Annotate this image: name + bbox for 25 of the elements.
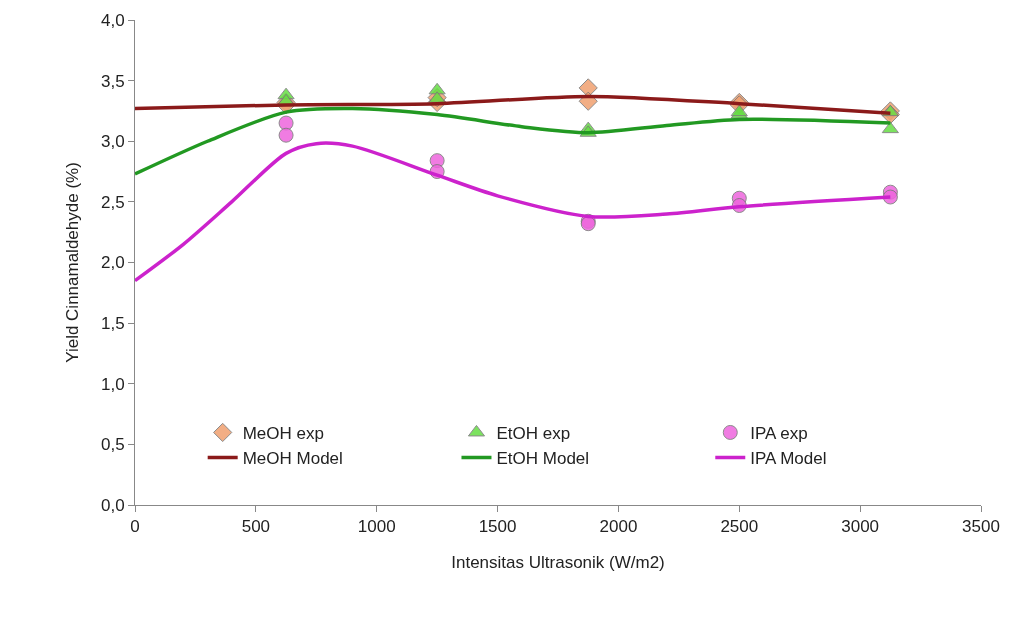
legend-label: MeOH exp: [242, 424, 324, 444]
x-tick-label: 3500: [962, 517, 1000, 537]
y-tick-label: 2,5: [100, 192, 125, 212]
x-tick-label: 1000: [357, 517, 396, 537]
y-tick-label: 3,0: [100, 132, 125, 152]
x-tick-label: 2500: [720, 517, 759, 537]
x-tick-label: 0: [130, 517, 140, 537]
x-axis-title: Intensitas Ultrasonik (W/m2): [451, 552, 665, 572]
legend-label: EtOH Model: [496, 449, 590, 469]
y-tick-label: 2,0: [100, 253, 125, 273]
x-tick-label: 3000: [841, 517, 880, 537]
legend-label: MeOH Model: [242, 449, 343, 469]
y-axis-title: Yield Cinnamaldehyde (%): [62, 162, 82, 363]
x-tick-label: 500: [241, 517, 271, 537]
x-tick-label: 2000: [599, 517, 638, 537]
y-tick-label: 0,5: [100, 435, 125, 455]
y-tick-label: 3,5: [100, 71, 125, 91]
legend-label: IPA exp: [750, 424, 808, 444]
legend-label: IPA Model: [750, 449, 827, 469]
y-tick-label: 1,0: [100, 374, 125, 394]
y-tick-label: 1,5: [100, 314, 125, 334]
y-tick-label: 4,0: [100, 10, 125, 30]
x-tick-label: 1500: [478, 517, 517, 537]
y-tick-label: 0,0: [100, 495, 125, 515]
legend-label: EtOH exp: [496, 424, 571, 444]
